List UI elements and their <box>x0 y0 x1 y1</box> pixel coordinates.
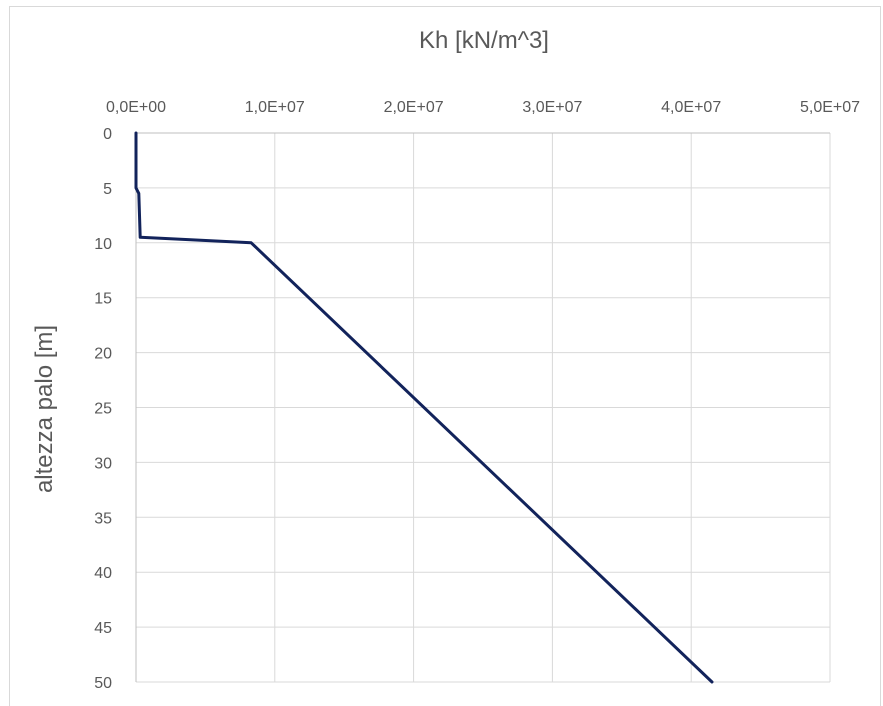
x-tick-labels: 0,0E+00 1,0E+07 2,0E+07 3,0E+07 4,0E+07 5,0E+… <box>106 99 860 116</box>
x-tick-label: 4,0E+07 <box>661 99 721 116</box>
y-tick-label: 25 <box>94 401 112 418</box>
x-axis-title: Kh [kN/m^3] <box>419 27 549 54</box>
gridlines <box>136 133 831 683</box>
y-tick-labels: 0 5 10 15 20 25 30 35 40 45 50 <box>94 126 112 692</box>
y-tick-label: 15 <box>94 291 112 308</box>
x-tick-label: 3,0E+07 <box>522 99 582 116</box>
y-tick-label: 40 <box>94 565 112 582</box>
x-tick-label: 0,0E+00 <box>106 99 166 116</box>
y-tick-label: 50 <box>94 675 112 692</box>
x-tick-label: 2,0E+07 <box>384 99 444 116</box>
y-axis-title: altezza palo [m] <box>31 325 58 493</box>
chart-frame <box>9 6 881 706</box>
y-tick-label: 45 <box>94 620 112 637</box>
y-tick-label: 20 <box>94 346 112 363</box>
y-tick-label: 0 <box>103 126 112 143</box>
axes <box>135 132 830 682</box>
y-tick-label: 35 <box>94 510 112 527</box>
kh-series-line <box>134 131 714 684</box>
series-lines <box>134 131 714 684</box>
x-tick-label: 1,0E+07 <box>245 99 305 116</box>
x-tick-label: 5,0E+07 <box>800 99 860 116</box>
y-tick-label: 30 <box>94 455 112 472</box>
y-tick-label: 10 <box>94 236 112 253</box>
y-tick-label: 5 <box>103 181 112 198</box>
